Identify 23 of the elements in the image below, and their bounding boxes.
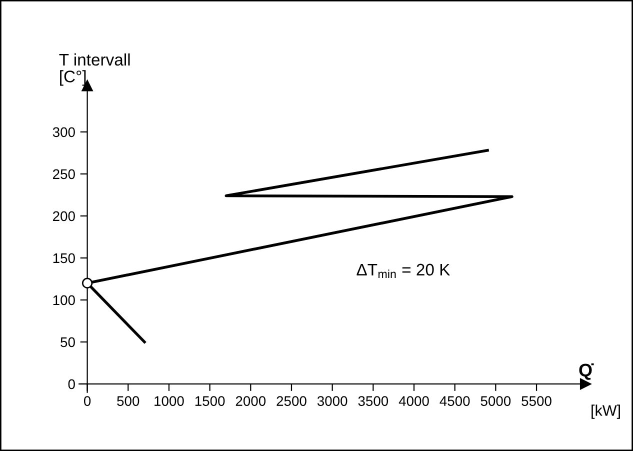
x-tick-label: 4500 (440, 396, 470, 406)
y-tick-label: 300 (52, 127, 75, 138)
x-tick-label: 0 (84, 396, 91, 406)
x-tick-label: 500 (117, 396, 140, 406)
x-tick-label: 1500 (195, 396, 225, 406)
y-tick-label: 250 (53, 169, 75, 180)
y-tick-label: 150 (53, 253, 75, 264)
x-tick-label: 1000 (154, 396, 184, 406)
x-tick-label: 3500 (358, 396, 388, 406)
x-tick-label: 5500 (522, 396, 552, 406)
annotation: Q̇ (579, 363, 594, 380)
y-tick-label: 0 (68, 379, 75, 390)
x-tick-label: 4000 (398, 396, 429, 406)
x-tick-label: 2500 (276, 396, 306, 406)
y-tick-label: 200 (53, 211, 75, 222)
x-axis-title: [kW] (592, 404, 620, 419)
y-tick-label: 100 (53, 295, 75, 306)
x-tick-label: 3000 (317, 396, 348, 406)
y-tick-label: 50 (60, 337, 75, 348)
x-tick-label: 5000 (480, 396, 511, 406)
y-axis-title: T intervall [C°] (59, 53, 130, 86)
x-tick-label: 2000 (236, 396, 266, 406)
annotation: ΔT$_{min}$ = 20 K (356, 264, 450, 278)
